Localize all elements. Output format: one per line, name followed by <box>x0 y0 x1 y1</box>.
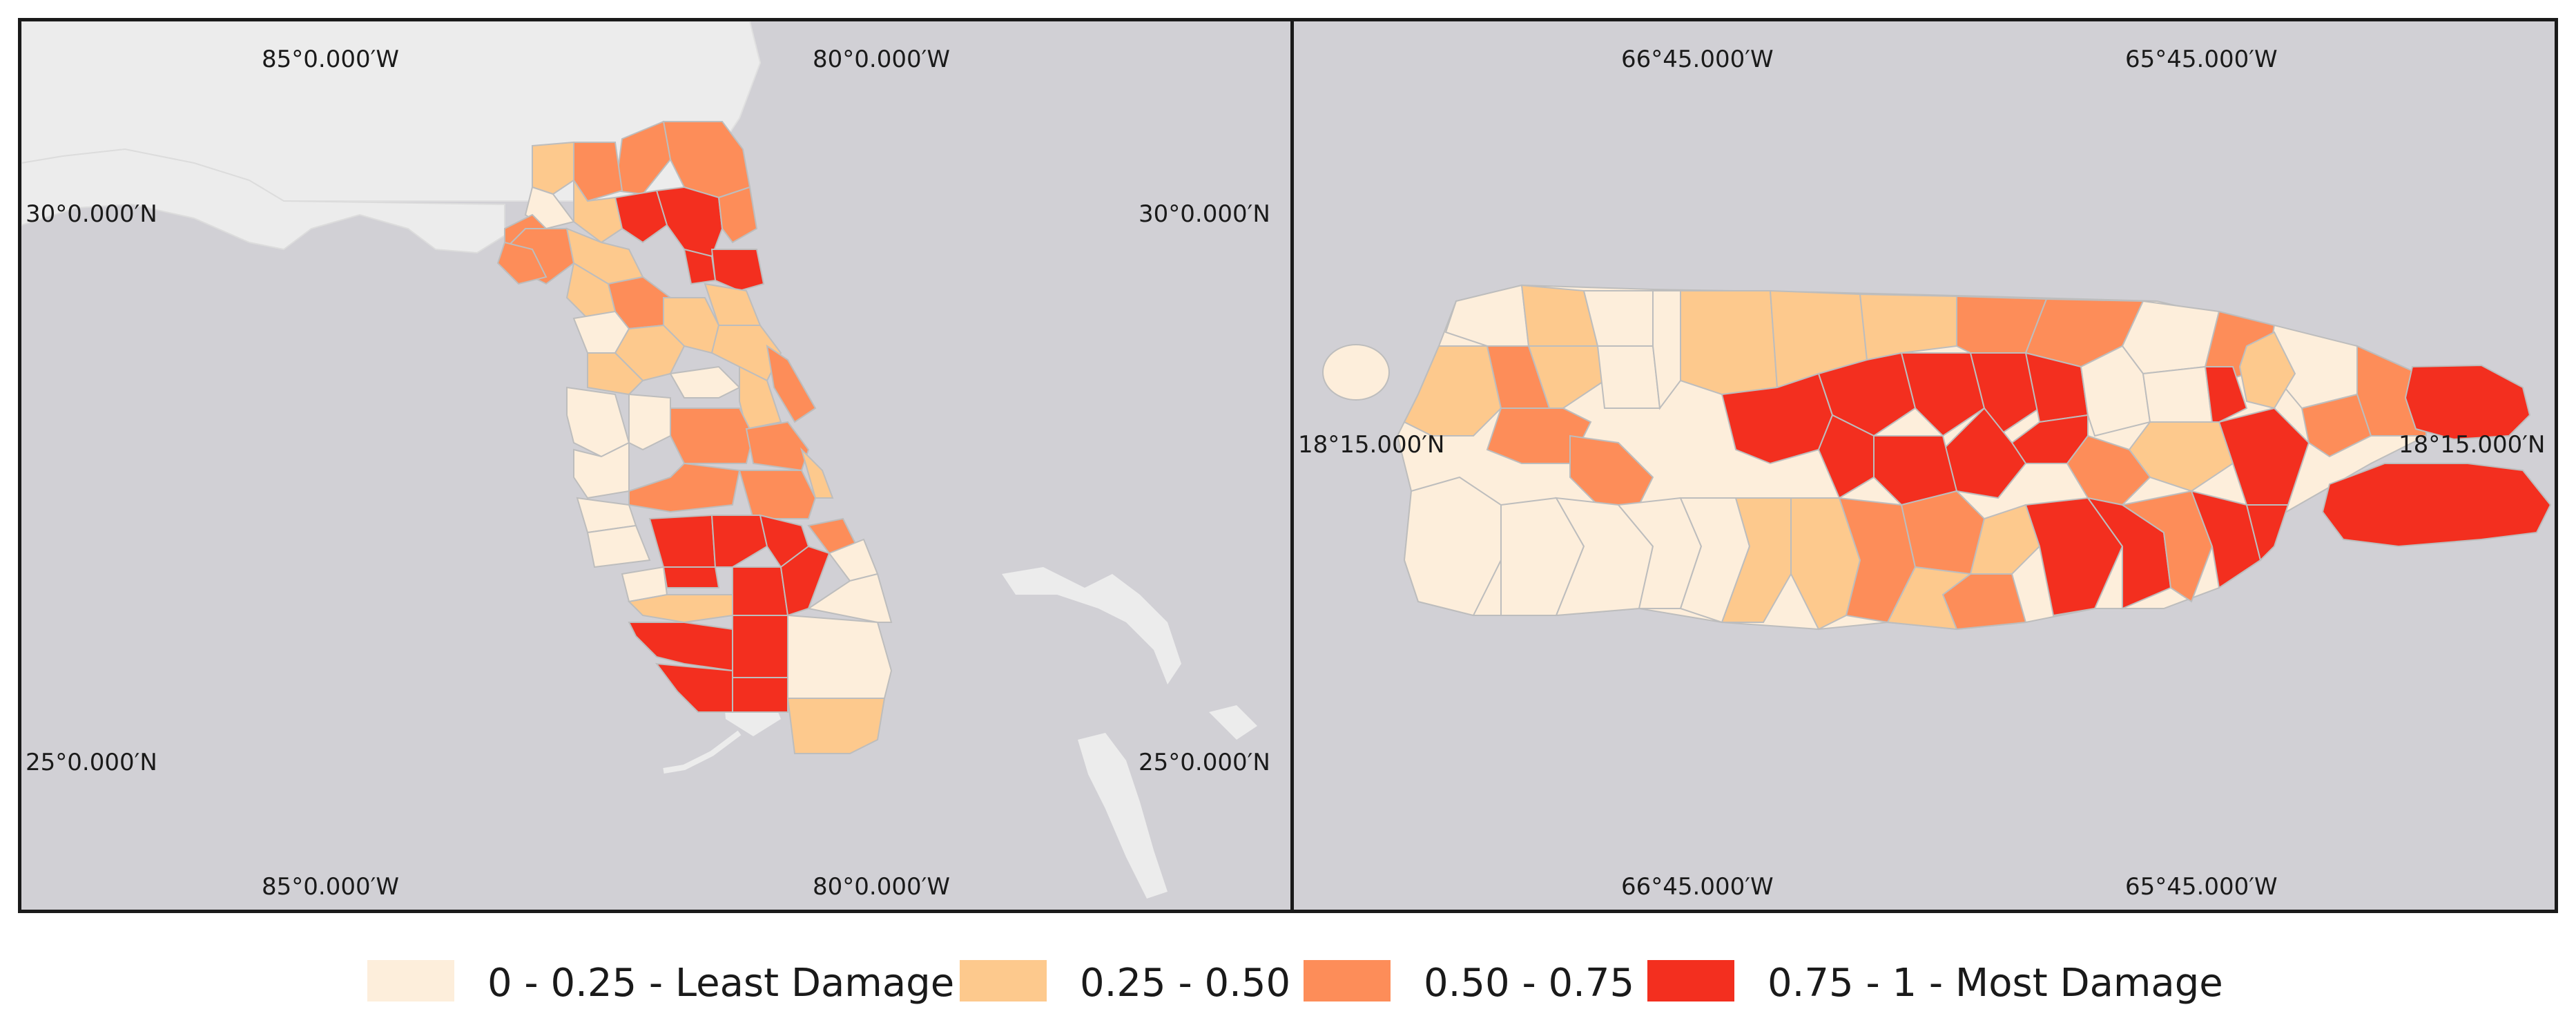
municipality <box>1817 414 1875 499</box>
county <box>806 573 893 623</box>
county <box>587 352 644 396</box>
longitude-label-top-2: 65°45.000′W <box>2125 46 2278 73</box>
bahamas-south <box>1078 733 1168 899</box>
county <box>787 614 893 699</box>
desecheo-island <box>1322 344 1390 401</box>
municipality <box>1444 284 1530 347</box>
latitude-label-right-1: 30°0.000′N <box>1139 200 1270 228</box>
county <box>745 421 810 472</box>
municipality <box>1900 352 1986 437</box>
county <box>732 677 788 713</box>
county <box>710 249 765 292</box>
county <box>669 365 741 399</box>
county <box>670 408 755 464</box>
latitude-label-right-2: 25°0.000′N <box>1139 749 1270 776</box>
county <box>732 615 788 678</box>
municipality <box>1403 345 1502 437</box>
florida-counties <box>496 120 893 754</box>
florida-map-panel[interactable]: 85°0.000′W 80°0.000′W 85°0.000′W 80°0.00… <box>18 18 1294 913</box>
municipality <box>2190 490 2262 589</box>
longitude-label-top-1: 85°0.000′W <box>262 46 399 73</box>
culebra-island <box>2404 364 2531 441</box>
damage-legend: 0 - 0.25 - Least Damage 0.25 - 0.50 0.50… <box>0 952 2576 1014</box>
county <box>566 386 630 458</box>
county <box>496 241 548 285</box>
swatch-0-025 <box>367 960 454 1001</box>
county <box>573 178 623 244</box>
county <box>655 186 724 258</box>
county <box>732 566 789 616</box>
legend-label-050: 0.50 - 0.75 <box>1424 961 1635 1006</box>
county <box>628 393 671 451</box>
longitude-label-bottom-2: 65°45.000′W <box>2125 873 2278 901</box>
county <box>710 515 768 568</box>
county <box>532 141 574 195</box>
municipality <box>1403 476 1502 617</box>
longitude-label-bottom-1: 66°45.000′W <box>1621 873 1774 901</box>
puerto-rico-map-panel[interactable]: 66°45.000′W 65°45.000′W 66°45.000′W 65°4… <box>1290 18 2558 913</box>
county <box>628 462 741 513</box>
county <box>738 470 817 519</box>
swatch-075-1 <box>1647 960 1734 1001</box>
longitude-label-bottom-1: 85°0.000′W <box>262 873 399 901</box>
legend-label-025: 0.25 - 0.50 <box>1080 961 1291 1006</box>
florida-keys <box>663 730 742 774</box>
municipality <box>1680 290 1779 396</box>
municipality <box>2301 393 2372 458</box>
municipality <box>1527 345 1606 409</box>
latitude-label-left-2: 25°0.000′N <box>26 749 157 776</box>
municipality <box>1969 504 2041 575</box>
municipality <box>2142 365 2214 423</box>
legend-label-least: 0 - 0.25 - Least Damage <box>487 961 955 1006</box>
swatch-050-075 <box>1304 960 1391 1001</box>
county <box>655 662 733 713</box>
florida-panhandle <box>21 148 505 254</box>
county <box>662 566 720 588</box>
latitude-label-left: 18°15.000′N <box>1298 431 1445 459</box>
puerto-rico-municipalities <box>1403 284 2427 631</box>
legend-label-most: 0.75 - 1 - Most Damage <box>1768 961 2223 1006</box>
latitude-label-left-1: 30°0.000′N <box>26 200 157 228</box>
swatch-025-050 <box>960 960 1047 1001</box>
county <box>717 186 758 244</box>
vieques-island <box>2321 463 2552 548</box>
county <box>614 189 668 244</box>
latitude-label-right: 18°15.000′N <box>2399 431 2546 459</box>
county <box>504 213 548 251</box>
county <box>648 514 717 568</box>
county <box>800 447 834 499</box>
longitude-label-top-1: 66°45.000′W <box>1621 46 1774 73</box>
county <box>524 186 575 230</box>
county <box>627 594 733 624</box>
puerto-rico-map-canvas <box>1322 284 2552 631</box>
county <box>766 344 817 423</box>
florida-map-canvas <box>21 21 1257 899</box>
county <box>628 622 733 672</box>
municipality <box>1859 293 1957 361</box>
longitude-label-top-2: 80°0.000′W <box>813 46 950 73</box>
county <box>779 545 831 617</box>
county <box>683 248 717 285</box>
municipality <box>1596 345 1661 409</box>
municipality <box>2204 366 2248 423</box>
county <box>786 698 886 754</box>
county <box>586 524 651 568</box>
municipality <box>2245 504 2289 562</box>
municipality <box>1652 290 1681 410</box>
bahamas-islands <box>1002 567 1181 684</box>
municipality <box>1886 566 1973 631</box>
longitude-label-bottom-2: 80°0.000′W <box>813 873 950 901</box>
